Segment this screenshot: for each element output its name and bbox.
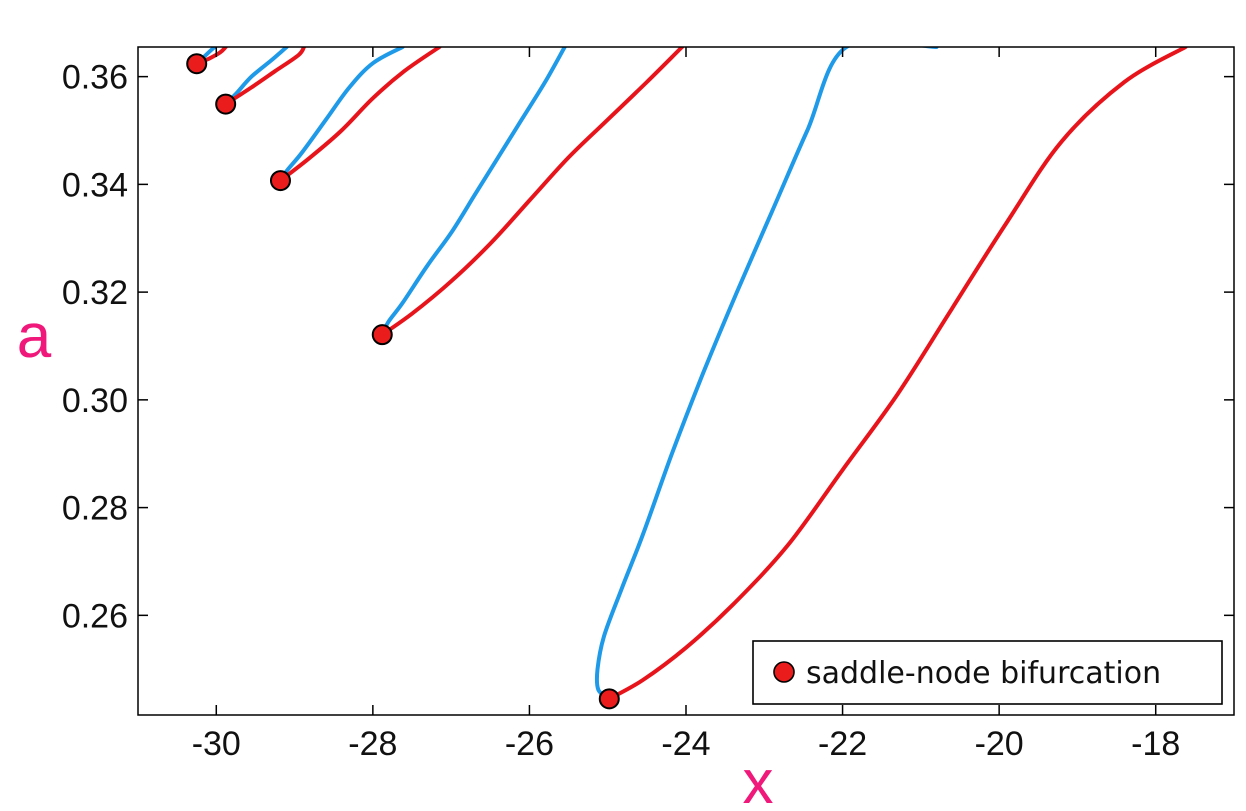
x-tick-label: -22 <box>818 725 867 763</box>
red-branch-2 <box>380 47 685 337</box>
y-tick-label: 0.30 <box>62 382 128 420</box>
x-tick-label: -28 <box>348 725 397 763</box>
x-tick-label: -24 <box>661 725 710 763</box>
bifurcation-marker-layer <box>186 53 620 710</box>
red-branch-4 <box>223 47 306 107</box>
y-tick-label: 0.26 <box>62 597 128 635</box>
saddle-node-point-5 <box>186 53 208 75</box>
blue-branch-4 <box>223 47 289 107</box>
y-tick-label: 0.34 <box>62 166 128 204</box>
y-tick-label: 0.32 <box>62 274 128 312</box>
x-axis-title: x <box>743 748 774 811</box>
curve-layer <box>194 47 1188 701</box>
blue-branch-3 <box>278 47 405 183</box>
legend-box <box>752 640 1223 705</box>
x-tick-label: -30 <box>192 725 241 763</box>
legend: saddle-node bifurcation <box>752 640 1223 705</box>
x-axis: -30 -28 -26 -24 -22 -20 -18 <box>192 47 1180 763</box>
x-tick-label: -18 <box>1131 725 1180 763</box>
y-tick-label: 0.28 <box>62 490 128 528</box>
y-axis-title: a <box>17 302 52 371</box>
saddle-node-point-4 <box>215 93 237 115</box>
legend-label: saddle-node bifurcation <box>806 656 1161 691</box>
y-axis: 0.26 0.28 0.30 0.32 0.34 0.36 <box>62 59 1234 635</box>
plot-frame <box>137 46 1235 716</box>
legend-marker <box>773 661 795 683</box>
red-branch-3 <box>278 47 442 183</box>
blue-branch-1 <box>594 47 939 701</box>
x-tick-label: -20 <box>975 725 1024 763</box>
blue-branch-2 <box>380 47 567 337</box>
saddle-node-point-2 <box>371 324 393 346</box>
saddle-node-point-1 <box>598 688 620 710</box>
saddle-node-point-3 <box>269 170 291 192</box>
red-branch-1 <box>607 47 1188 701</box>
x-tick-label: -26 <box>505 725 554 763</box>
y-tick-label: 0.36 <box>62 59 128 97</box>
